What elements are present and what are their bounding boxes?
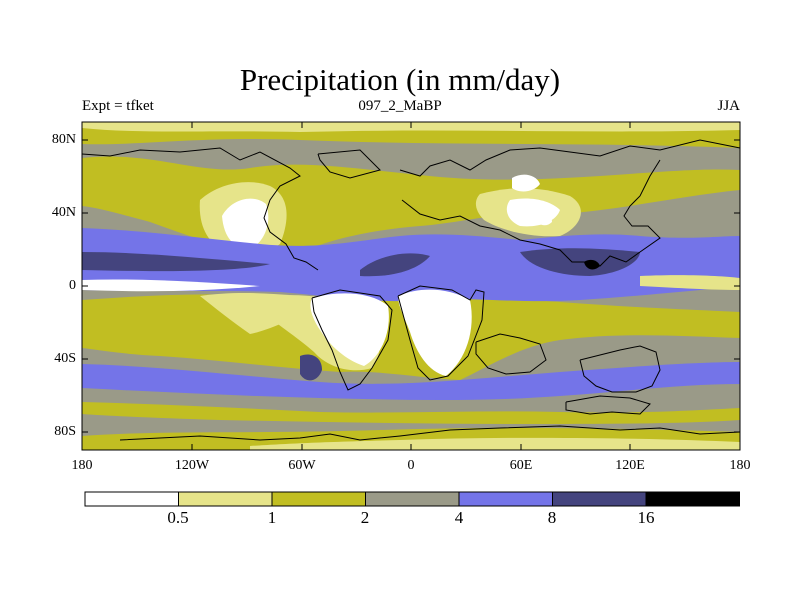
itcz-heavy xyxy=(82,252,270,272)
chart-title: Precipitation (in mm/day) xyxy=(239,62,561,97)
colorbar-swatch xyxy=(552,491,647,507)
south-america-desert xyxy=(310,293,389,366)
colorbar-swatch xyxy=(178,491,273,507)
map-field xyxy=(82,122,740,450)
north-america-desert xyxy=(222,198,269,249)
colorbar-swatch xyxy=(645,491,740,507)
colorbar-label-8: 8 xyxy=(547,508,557,527)
atlantic-heavy xyxy=(360,253,430,277)
colorbar-label-2: 2 xyxy=(360,508,370,527)
colorbar-swatch xyxy=(84,491,179,507)
axis-ticks xyxy=(81,122,741,450)
lon-label-180e: 180 xyxy=(729,458,751,473)
lon-label-120w: 120W xyxy=(174,458,210,473)
colorbar-label-4: 4 xyxy=(454,508,464,527)
lat-label-80n: 80N xyxy=(51,132,76,147)
lon-label-120e: 120E xyxy=(615,458,645,473)
lon-label-0: 0 xyxy=(407,458,415,473)
antarctic-dry-band xyxy=(250,437,740,450)
lon-label-180w: 180 xyxy=(71,458,93,473)
colorbar-label-0-5: 0.5 xyxy=(167,508,189,527)
age-label: 097_2_MaBP xyxy=(358,98,442,114)
experiment-label: Expt = tfket xyxy=(82,98,154,114)
colorbar-label-16: 16 xyxy=(637,508,655,527)
southern-ocean-yellow xyxy=(82,402,740,424)
lat-label-80s: 80S xyxy=(54,424,76,439)
colorbar xyxy=(84,491,740,507)
coastlines xyxy=(81,139,741,441)
pacific-dry-strip xyxy=(640,275,740,290)
colorbar-swatch xyxy=(458,491,553,507)
lat-label-40s: 40S xyxy=(54,351,76,366)
tibet-desert xyxy=(534,212,552,226)
lat-label-40n: 40N xyxy=(51,205,76,220)
lat-label-eq: 0 xyxy=(69,278,76,293)
southern-storm-heavy xyxy=(300,354,322,381)
southern-storm-track xyxy=(82,362,740,400)
colorbar-swatch xyxy=(271,491,366,507)
lon-label-60e: 60E xyxy=(509,458,533,473)
lon-label-60w: 60W xyxy=(288,458,316,473)
season-label: JJA xyxy=(717,98,740,114)
colorbar-swatch xyxy=(365,491,460,507)
equatorial-dry-strip xyxy=(82,279,260,292)
colorbar-label-1: 1 xyxy=(267,508,277,527)
arctic-asia-desert xyxy=(512,174,540,192)
africa-desert xyxy=(398,289,472,376)
